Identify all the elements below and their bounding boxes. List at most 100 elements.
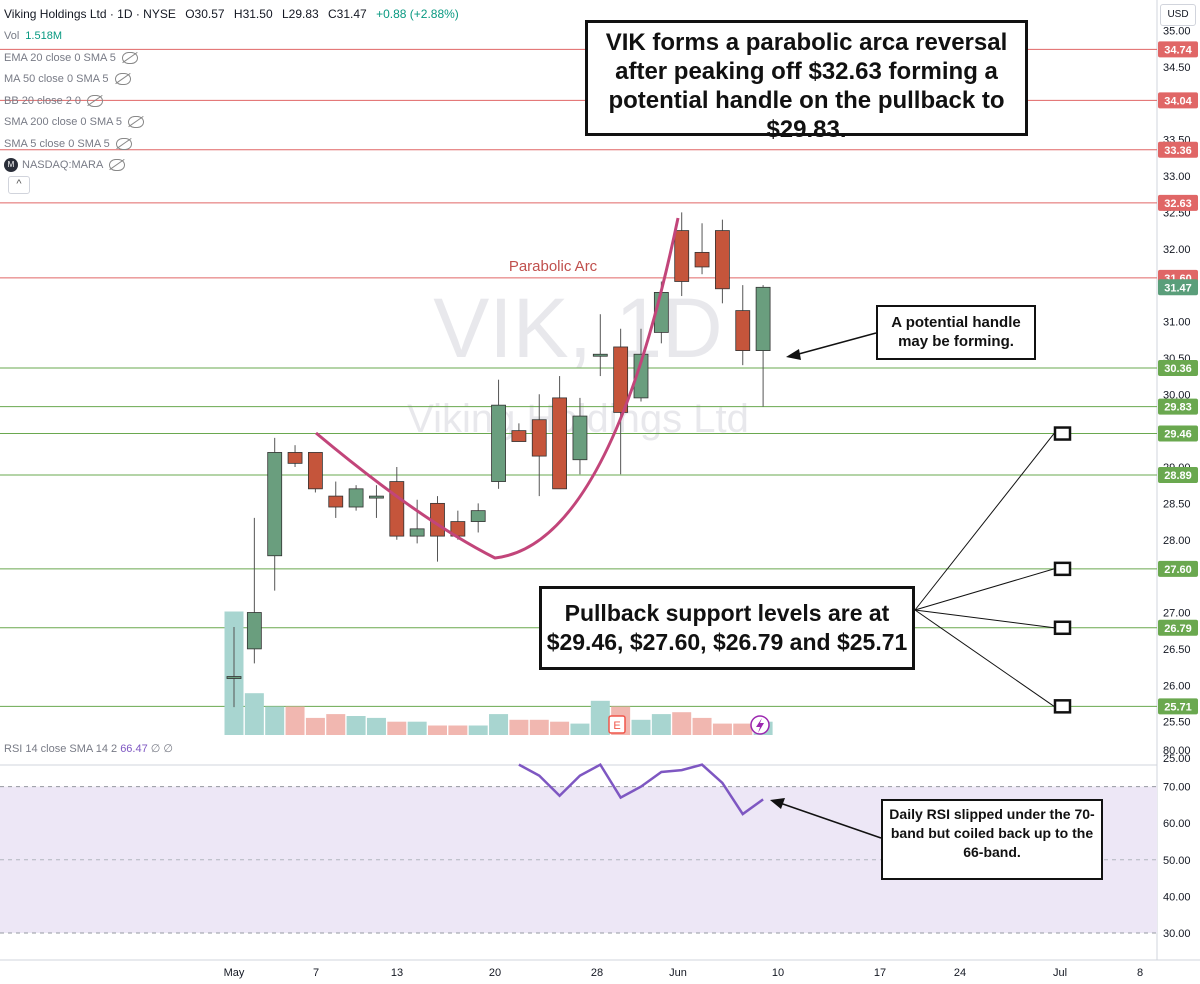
indicator-value: 1.518M (25, 30, 62, 42)
price-axis-label: 25.50 (1163, 717, 1191, 729)
rsi-axis-label: 50.00 (1163, 855, 1191, 867)
price-axis-label: 30.00 (1163, 389, 1191, 401)
candle-body (511, 430, 527, 442)
price-tag-label: 25.71 (1164, 701, 1192, 713)
candle-body (389, 481, 405, 537)
candle-body (531, 419, 547, 457)
volume-bar (631, 719, 651, 735)
volume-bar (590, 700, 610, 735)
time-axis-label: 8 (1137, 967, 1143, 979)
price-axis-label: 25.00 (1163, 753, 1191, 765)
candle-body (552, 397, 567, 490)
earnings-marker-label: E (613, 720, 620, 732)
rsi-axis-label: 80.00 (1163, 745, 1191, 757)
symbol-title[interactable]: Viking Holdings Ltd · 1D · NYSE (4, 7, 176, 21)
price-tag (1158, 698, 1198, 715)
price-tag-label: 27.60 (1164, 564, 1192, 576)
candle-body (572, 415, 588, 461)
price-tag-label: 34.74 (1164, 44, 1192, 56)
price-tag (1158, 360, 1198, 377)
price-axis-label: 34.50 (1163, 62, 1191, 74)
earnings-marker (608, 715, 626, 734)
support-marker-box (1053, 620, 1072, 636)
time-axis-label: May (224, 967, 245, 979)
compare-symbol-icon: M (4, 158, 18, 173)
indicator-row[interactable]: MA 50 close 0 SMA 5 (4, 69, 131, 89)
price-tag-label: 32.63 (1164, 198, 1192, 210)
handle-arrow-head (786, 349, 801, 360)
hidden-eye-icon[interactable] (109, 159, 126, 172)
volume-bar (428, 725, 447, 735)
price-axis-label: 26.50 (1163, 644, 1191, 656)
indicator-label: MA 50 close 0 SMA 5 (4, 73, 109, 85)
candle-body (491, 404, 506, 482)
indicator-row[interactable]: SMA 5 close 0 SMA 5 (4, 134, 132, 154)
rsi-legend: RSI 14 close SMA 14 2 66.47 ∅ ∅ (4, 741, 173, 757)
candle-body (307, 452, 323, 490)
volume-bar (489, 714, 509, 735)
price-tag (1158, 279, 1198, 296)
price-tag (1158, 560, 1198, 577)
indicator-row[interactable]: Vol 1.518M (4, 26, 62, 46)
volume-bar (651, 714, 671, 735)
hidden-eye-icon[interactable] (115, 137, 132, 150)
ohlc-low: L29.83 (281, 7, 319, 21)
hidden-eye-icon[interactable] (87, 94, 104, 107)
handle-annotation: A potential handle may be forming. (876, 305, 1036, 360)
time-axis-label: 20 (489, 967, 501, 979)
indicator-row[interactable]: SMA 200 close 0 SMA 5 (4, 112, 145, 132)
time-axis-label: Jul (1053, 967, 1067, 979)
volume-bar (509, 719, 529, 735)
price-axis-label: 27.00 (1163, 608, 1191, 620)
candle-body (592, 353, 608, 357)
volume-bar (265, 706, 285, 735)
hidden-eye-icon[interactable] (121, 51, 138, 64)
price-tag-label: 34.04 (1164, 95, 1192, 107)
collapse-indicators-button[interactable]: ^ (8, 176, 30, 194)
ohlc-high: H31.50 (233, 7, 273, 21)
price-tag (1158, 398, 1198, 415)
price-change: +0.88 (+2.88%) (376, 7, 459, 21)
rsi-legend-label[interactable]: RSI 14 close SMA 14 2 (4, 743, 118, 755)
volume-bar (346, 716, 366, 735)
time-axis-label: 28 (591, 967, 603, 979)
time-axis-label: 24 (954, 967, 966, 979)
candle-body (633, 353, 649, 399)
price-tag (1158, 141, 1198, 158)
time-axis-label: Jun (669, 967, 687, 979)
hidden-eye-icon[interactable] (128, 116, 145, 129)
price-tag (1158, 425, 1198, 442)
price-tag (1158, 92, 1198, 109)
volume-bar (387, 721, 407, 735)
candle-body (287, 452, 303, 464)
volume-bar (305, 717, 325, 735)
indicator-label: SMA 5 close 0 SMA 5 (4, 137, 110, 150)
title-annotation: VIK forms a parabolic arca reversal afte… (585, 20, 1028, 143)
price-tag-label: 30.36 (1164, 363, 1192, 375)
candle-body (409, 528, 425, 537)
volume-bar (550, 721, 570, 735)
price-tag (1158, 467, 1198, 484)
volume-bar (570, 723, 590, 735)
indicator-label: BB 20 close 2 0 (4, 94, 82, 107)
rsi-line (518, 762, 764, 816)
support-marker-box (1053, 561, 1072, 577)
symbol-legend: Viking Holdings Ltd · 1D · NYSE O30.57 H… (4, 4, 459, 24)
support-pointer-line (914, 609, 1055, 629)
ohlc-close: C31.47 (328, 7, 367, 21)
time-axis-label: 7 (313, 967, 319, 979)
indicator-row[interactable]: BB 20 close 2 0 (4, 91, 104, 111)
indicator-row[interactable]: EMA 20 close 0 SMA 5 (4, 48, 138, 68)
price-tag-label: 31.47 (1164, 282, 1192, 294)
rsi-legend-value: 66.47 (120, 743, 148, 755)
price-tag-label: 29.83 (1164, 402, 1192, 414)
volume-bar (692, 717, 712, 735)
volume-bar (448, 725, 468, 735)
hidden-eye-icon[interactable] (114, 73, 131, 86)
volume-bar (407, 721, 427, 735)
indicator-row[interactable]: M NASDAQ:MARA (4, 155, 126, 175)
currency-button[interactable]: USD (1160, 4, 1196, 26)
candle-body (328, 495, 344, 508)
price-tag (1158, 194, 1198, 211)
support-marker-box (1053, 699, 1072, 714)
